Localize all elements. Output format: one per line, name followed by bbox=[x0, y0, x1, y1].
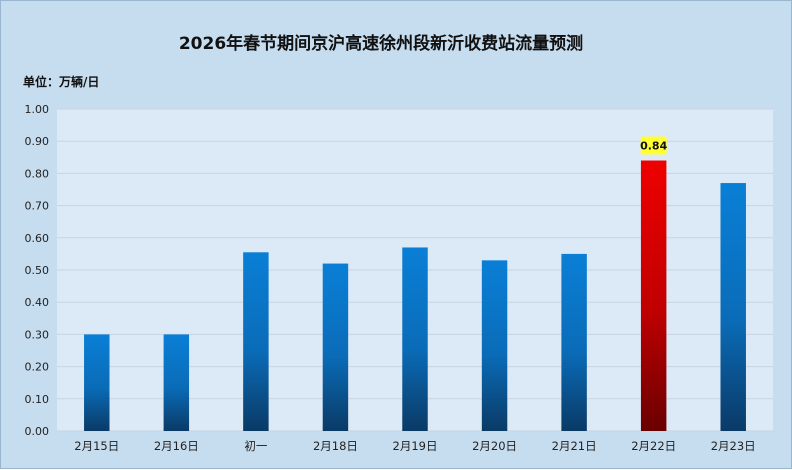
y-tick-label: 0.00 bbox=[25, 425, 50, 438]
bar bbox=[561, 253, 587, 431]
y-tick-label: 0.10 bbox=[25, 393, 50, 406]
x-tick-label: 2月21日 bbox=[552, 439, 597, 453]
x-tick-label: 初一 bbox=[244, 439, 267, 453]
y-tick-label: 1.00 bbox=[25, 103, 50, 116]
bar bbox=[640, 160, 667, 431]
x-tick-label: 2月18日 bbox=[313, 439, 358, 453]
x-tick-label: 2月22日 bbox=[631, 439, 676, 453]
bar bbox=[322, 263, 349, 431]
data-label-background bbox=[640, 136, 667, 155]
unit-label: 单位：万辆/日 bbox=[23, 75, 100, 89]
data-label: 0.84 bbox=[640, 140, 667, 153]
y-tick-label: 0.90 bbox=[25, 135, 50, 148]
bar bbox=[163, 334, 190, 431]
x-tick-label: 2月23日 bbox=[711, 439, 756, 453]
x-tick-label: 2月15日 bbox=[74, 439, 119, 453]
y-tick-label: 0.20 bbox=[25, 361, 50, 374]
bar bbox=[243, 252, 269, 431]
x-tick-label: 2月20日 bbox=[472, 439, 517, 453]
y-tick-label: 0.80 bbox=[25, 167, 50, 180]
bar bbox=[481, 260, 508, 431]
bar bbox=[402, 247, 428, 431]
chart-title: 2026年春节期间京沪高速徐州段新沂收费站流量预测 bbox=[178, 34, 584, 54]
y-tick-label: 0.30 bbox=[25, 328, 50, 341]
x-tick-label: 2月19日 bbox=[393, 439, 438, 453]
x-tick-label: 2月16日 bbox=[154, 439, 199, 453]
y-tick-label: 0.40 bbox=[25, 296, 50, 309]
y-tick-label: 0.60 bbox=[25, 232, 50, 245]
bar bbox=[84, 334, 110, 431]
y-tick-label: 0.50 bbox=[25, 264, 50, 277]
bar bbox=[720, 183, 746, 431]
y-tick-label: 0.70 bbox=[25, 200, 50, 213]
